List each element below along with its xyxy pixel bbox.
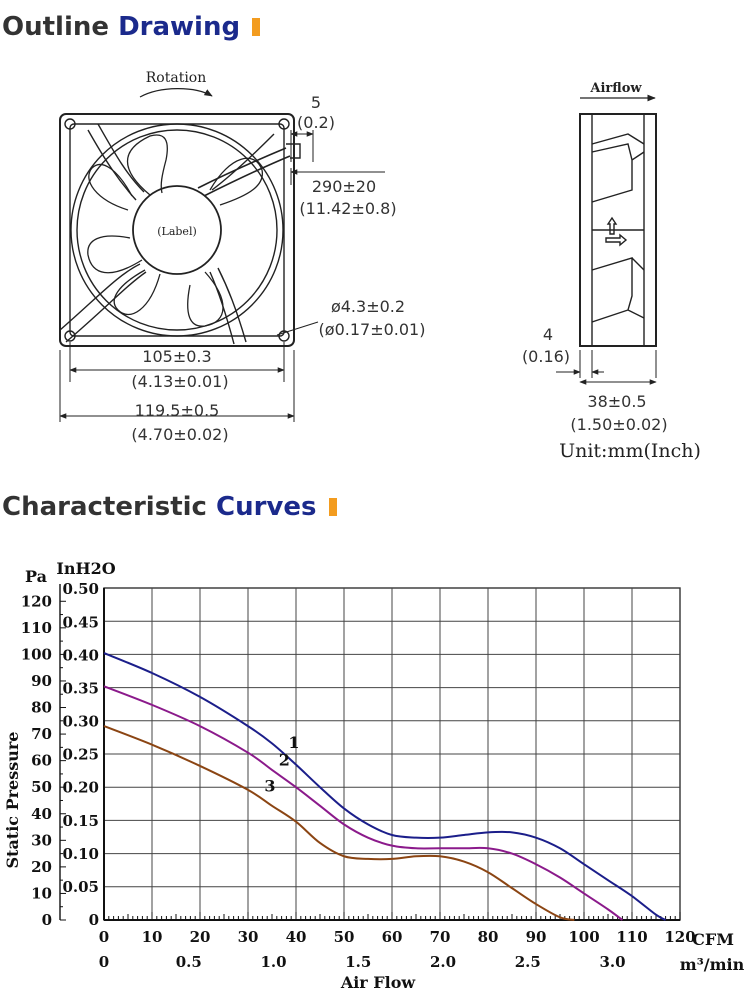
x-tick-label-cfm: 50 [334,928,355,946]
x-tick-label-cfm: 0 [99,928,109,946]
x-tick-label-m3: 1.5 [345,953,371,971]
title-word-curves: Curves [216,492,317,522]
series-3-label: 3 [264,776,275,795]
rotation-arrow-icon [139,88,213,98]
y-tick-label-pa: 110 [21,619,52,637]
x-tick-label-cfm: 20 [190,928,211,946]
dim-flange-mm: 4 [543,325,553,344]
series-2-line [103,685,623,921]
mounting-hole-icon [64,118,290,342]
dim-lead-in: (0.2) [297,113,335,132]
x-tick-label-m3: 0 [99,953,109,971]
y-tick-label-pa: 70 [31,725,52,743]
characteristic-curves-title: Characteristic Curves [2,492,337,522]
dim-pitch-in: (4.13±0.01) [131,372,228,391]
y-tick-label-pa: 0 [42,911,52,929]
dim-frame-mm: 119.5±0.5 [135,401,220,420]
y-tick-label-pa: 120 [21,592,52,610]
x-tick-label-cfm: 70 [430,928,451,946]
title-word-outline: Outline [2,12,110,42]
series-1-label: 1 [288,733,299,752]
y-axis-title: Static Pressure [3,732,22,869]
dim-cable-mm: 290±20 [312,177,376,196]
y-tick-label-inh2o: 0.45 [62,613,99,631]
y-tick-label-pa: 60 [31,752,52,770]
y-tick-label-inh2o: 0.40 [62,646,99,664]
y-tick-label-pa: 20 [31,858,52,876]
airflow-label: Airflow [589,81,642,96]
y-unit-inh2o: InH2O [56,559,115,578]
y-tick-label-pa: 90 [31,672,52,690]
x-tick-label-cfm: 60 [382,928,403,946]
title-marker-icon [252,18,261,36]
title-marker-icon [328,498,337,516]
y-tick-label-pa: 80 [31,699,52,717]
x-tick-label-cfm: 10 [142,928,163,946]
y-tick-label-pa: 30 [31,831,52,849]
dim-hole-mm: ø4.3±0.2 [331,297,405,316]
outline-drawing: (Label) Rotation 5 (0.2) 290±20 (11.42±0… [59,70,701,462]
x-tick-label-cfm: 40 [286,928,307,946]
y-tick-label-inh2o: 0.10 [62,845,99,863]
x-tick-label-cfm: 100 [568,928,599,946]
x-tick-label-cfm: 80 [478,928,499,946]
series-3-line [103,725,575,921]
x-unit-cfm: CFM [692,930,734,949]
y-tick-label-inh2o: 0.15 [62,812,99,830]
x-tick-label-cfm: 110 [616,928,647,946]
dim-pitch-mm: 105±0.3 [142,347,211,366]
series-1-line [103,652,667,921]
unit-note: Unit:mm(Inch) [559,440,701,462]
fan-side-view [579,113,657,347]
title-word-drawing: Drawing [118,12,241,42]
y-tick-label-pa: 50 [31,778,52,796]
y-tick-label-inh2o: 0.05 [62,878,99,896]
x-tick-label-m3: 1.0 [260,953,286,971]
dim-lead-mm: 5 [311,93,321,112]
series-2-label: 2 [279,750,290,769]
y-tick-label-inh2o: 0.50 [62,580,99,598]
y-tick-label-inh2o: 0.25 [62,746,99,764]
y-tick-label-inh2o: 0.35 [62,679,99,697]
x-tick-label-m3: 2.0 [430,953,456,971]
rotation-label: Rotation [146,70,207,86]
x-unit-m3: m³/min [680,955,745,974]
y-unit-pa: Pa [25,567,47,586]
dim-depth-in: (1.50±0.02) [570,415,667,434]
y-tick-label-inh2o: 0 [89,911,99,929]
x-tick-label-cfm: 90 [526,928,547,946]
title-word-characteristic: Characteristic [2,492,207,522]
outline-drawing-title: Outline Drawing [2,12,261,42]
y-tick-label-pa: 40 [31,805,52,823]
chart-series: 123 [103,652,667,921]
x-tick-label-m3: 0.5 [176,953,202,971]
dim-frame-in: (4.70±0.02) [131,425,228,444]
dim-depth-mm: 38±0.5 [587,392,646,411]
chart-axes [59,584,681,921]
chart-grid [103,587,681,921]
fan-label-text: (Label) [157,225,197,238]
x-tick-label-cfm: 120 [664,928,695,946]
y-tick-label-inh2o: 0.30 [62,713,99,731]
fan-front-view [59,113,301,347]
dim-flange-in: (0.16) [522,347,570,366]
y-tick-label-pa: 10 [31,884,52,902]
fan-blades-icon [87,134,263,327]
x-tick-label-m3: 3.0 [599,953,625,971]
x-tick-label-cfm: 30 [238,928,259,946]
y-tick-label-inh2o: 0.20 [62,779,99,797]
dim-cable-in: (11.42±0.8) [299,199,396,218]
x-axis-title: Air Flow [340,973,417,992]
y-tick-label-pa: 100 [21,645,52,663]
dim-hole-in: (ø0.17±0.01) [319,320,426,339]
x-tick-label-m3: 2.5 [515,953,541,971]
